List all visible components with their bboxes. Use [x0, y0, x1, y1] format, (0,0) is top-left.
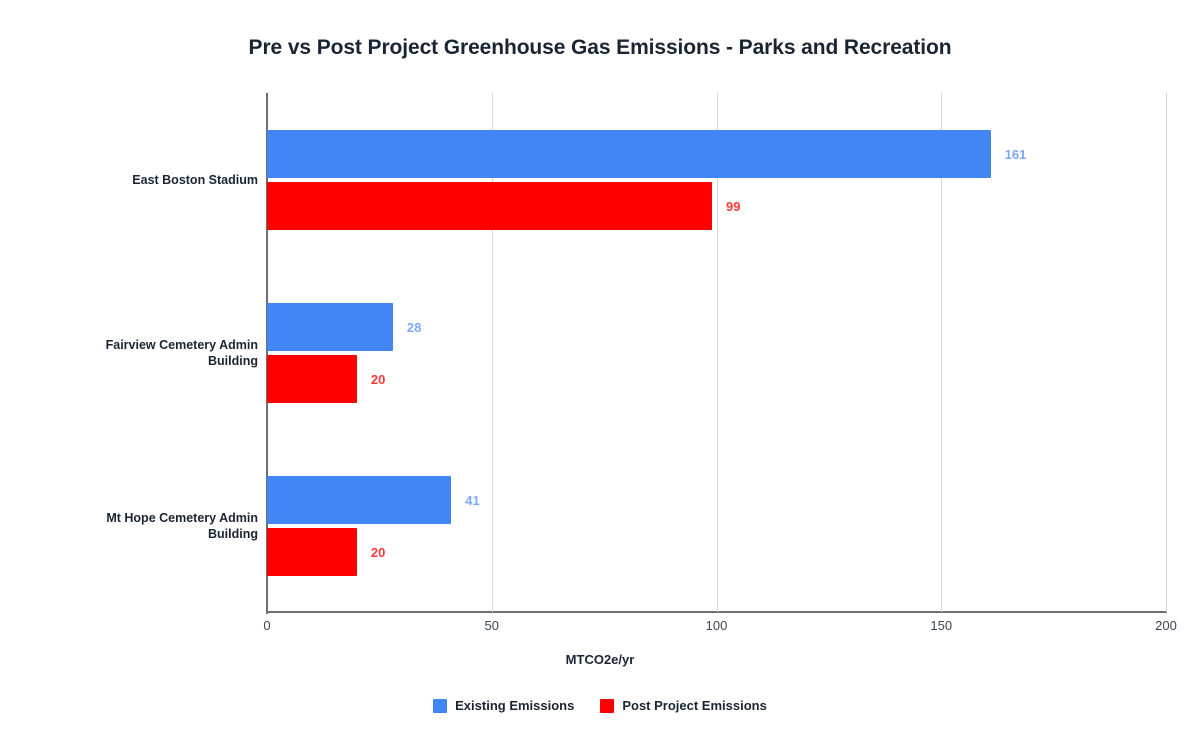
bar-post[interactable]: [267, 181, 712, 230]
bar-value-label: 99: [726, 198, 741, 214]
gridline: [1166, 93, 1167, 612]
bar-value-label: 20: [370, 544, 386, 560]
bar-post[interactable]: [267, 527, 357, 576]
legend-swatch-icon: [433, 698, 448, 713]
y-axis-line: [266, 93, 268, 614]
chart-title: Pre vs Post Project Greenhouse Gas Emiss…: [248, 36, 952, 59]
bar-value-label: 41: [465, 492, 480, 508]
x-tick-label: 150: [930, 618, 953, 633]
bar-existing[interactable]: [267, 129, 991, 178]
category-axis-labels: East Boston Stadium Fairview Cemetery Adm…: [0, 0, 258, 756]
bar-value-label: 28: [406, 319, 422, 335]
gridline: [491, 93, 493, 612]
legend-item[interactable]: Existing Emissions: [433, 698, 574, 713]
chart-legend: Existing Emissions Post Project Emissions: [0, 698, 1200, 713]
gridline: [941, 93, 943, 612]
bar-post[interactable]: [267, 354, 357, 403]
legend-label: Post Project Emissions: [622, 698, 767, 713]
bar-existing[interactable]: [267, 475, 452, 524]
legend-label: Existing Emissions: [455, 698, 575, 713]
bar-existing[interactable]: [267, 302, 393, 351]
bar-value-label: 161: [1004, 146, 1027, 162]
legend-item[interactable]: Post Project Emissions: [600, 698, 767, 713]
legend-swatch-icon: [600, 698, 615, 713]
category-label: East Boston Stadium: [132, 172, 258, 187]
bar-value-label: 20: [370, 371, 386, 387]
x-axis-line: [266, 611, 1167, 613]
category-label: Mt Hope Cemetery Admin Building: [106, 510, 258, 541]
plot-area: 161 99 28 20 41 20: [267, 93, 1167, 612]
x-axis-title: MTCO2e/yr: [565, 652, 635, 667]
x-tick-label: 0: [263, 618, 271, 633]
category-label: Fairview Cemetery Admin Building: [105, 337, 258, 368]
x-tick-label: 100: [705, 618, 728, 633]
x-tick-label: 200: [1155, 618, 1177, 633]
gridline: [716, 93, 718, 612]
x-tick-label: 50: [484, 618, 499, 633]
